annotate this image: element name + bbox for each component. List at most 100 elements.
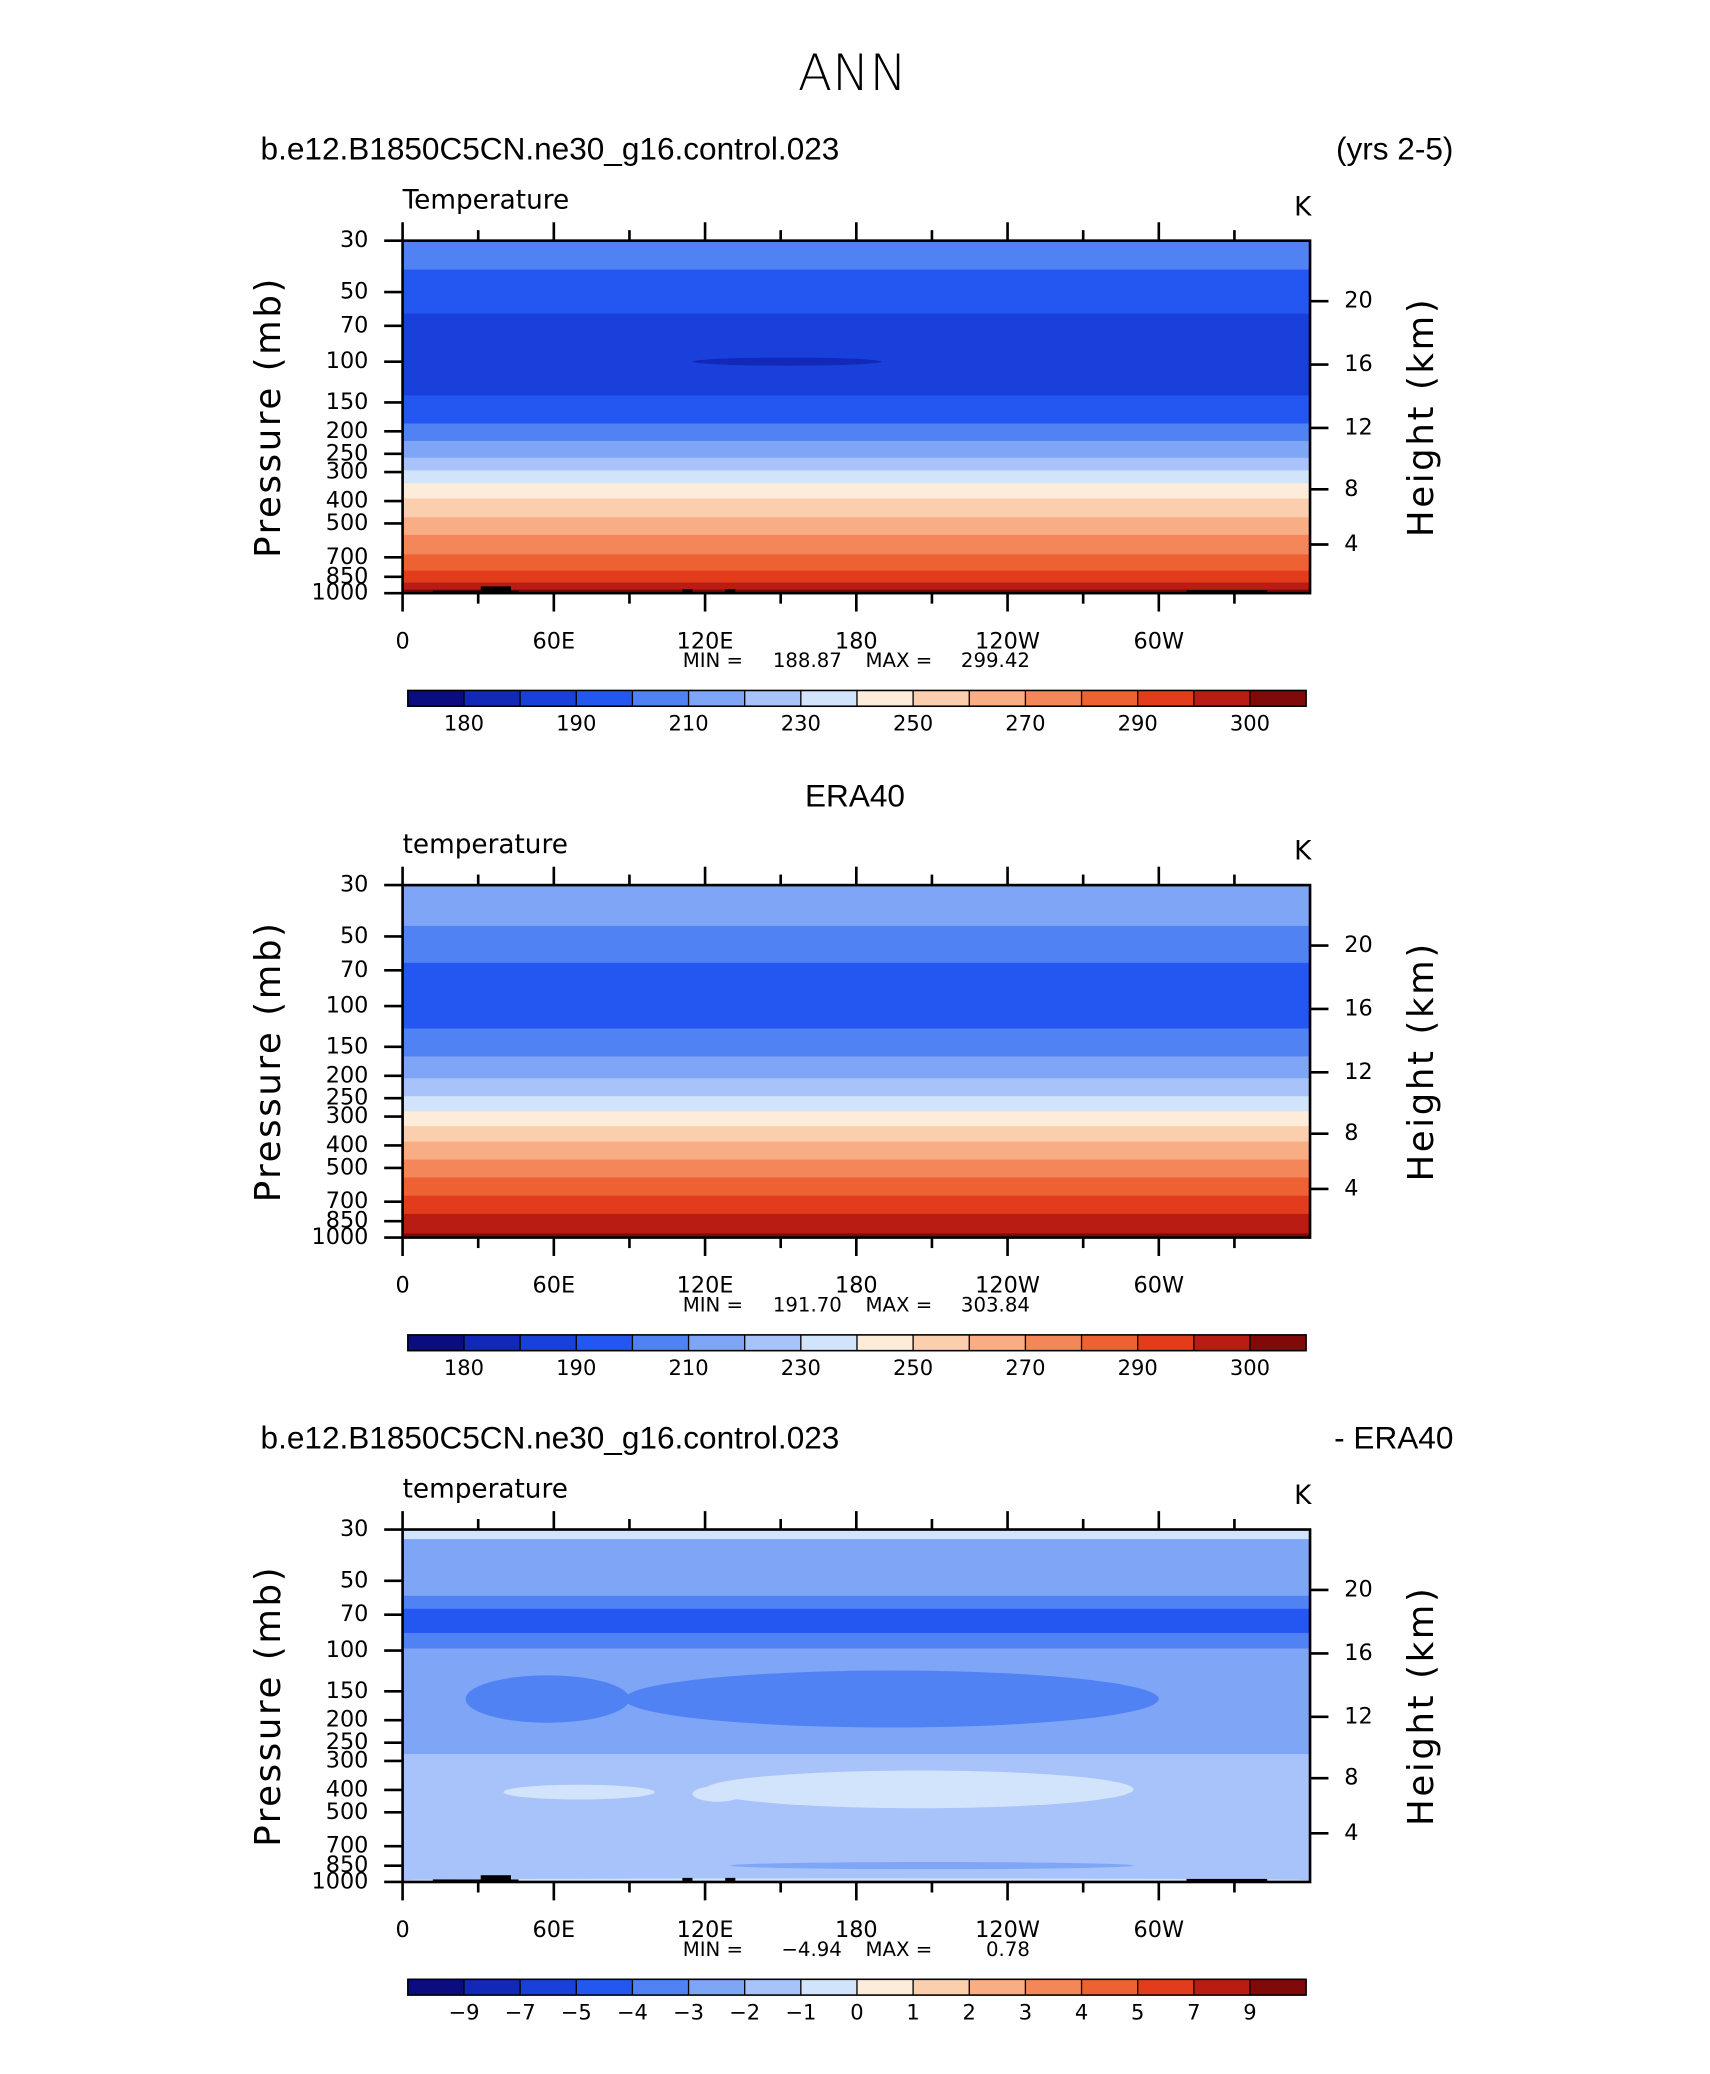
colorbar-label: 5 bbox=[1131, 2000, 1144, 2025]
colorbar-box bbox=[463, 1334, 521, 1351]
min-label: MIN = bbox=[683, 1293, 743, 1316]
colorbar-box bbox=[463, 690, 521, 707]
min-label: MIN = bbox=[683, 649, 743, 672]
contour-band bbox=[402, 1141, 1311, 1161]
colorbar-label: 0 bbox=[850, 2000, 863, 2025]
subtitle: temperature bbox=[403, 1475, 568, 1505]
panel-title: b.e12.B1850C5CN.ne30_g16.control.023 bbox=[261, 1419, 840, 1455]
contour-band bbox=[402, 240, 1311, 271]
contour-fill bbox=[402, 1529, 1311, 1882]
y-tick-label: 1000 bbox=[312, 1868, 369, 1894]
topography bbox=[480, 1875, 511, 1882]
x-tick-label: 0 bbox=[395, 628, 409, 654]
y-tick-label: 1000 bbox=[312, 1224, 369, 1250]
y2-tick-label: 16 bbox=[1344, 351, 1372, 377]
contour-band bbox=[402, 517, 1311, 536]
panel-title: b.e12.B1850C5CN.ne30_g16.control.023 bbox=[261, 131, 840, 167]
colorbar-box bbox=[1025, 1334, 1082, 1351]
contour-band bbox=[402, 1096, 1311, 1113]
colorbar-frame bbox=[407, 1978, 1307, 1996]
colorbar-frame bbox=[407, 1334, 1307, 1352]
contour-band bbox=[402, 313, 1311, 397]
units: K bbox=[1294, 192, 1312, 222]
y-tick-label: 300 bbox=[326, 1747, 369, 1773]
y-tick-label: 400 bbox=[326, 1132, 369, 1158]
colorbar-box bbox=[800, 1334, 858, 1351]
colorbar-box bbox=[856, 1979, 914, 1996]
contour-band bbox=[402, 534, 1311, 556]
x-tick-label: 180 bbox=[835, 1917, 878, 1943]
colorbar-box bbox=[463, 1979, 521, 1996]
units: K bbox=[1294, 837, 1312, 867]
y-tick-label: 250 bbox=[326, 1729, 369, 1755]
x-tick-label: 120E bbox=[677, 1273, 734, 1299]
y-tick-label: 700 bbox=[326, 544, 369, 570]
x-tick-label: 120W bbox=[975, 1917, 1040, 1943]
contour-fill bbox=[402, 240, 1311, 594]
topography bbox=[1186, 590, 1268, 594]
topography bbox=[725, 589, 736, 594]
colorbar-box bbox=[520, 690, 577, 707]
y-tick-label: 200 bbox=[326, 1707, 369, 1733]
y2-tick-label: 4 bbox=[1344, 1175, 1358, 1201]
y-tick-label: 500 bbox=[326, 1154, 369, 1180]
y-tick-label: 30 bbox=[340, 1516, 368, 1542]
topography bbox=[682, 589, 693, 594]
colorbar-label: 210 bbox=[668, 1355, 708, 1380]
y-tick-label: 150 bbox=[326, 1678, 369, 1704]
colorbar-label: 270 bbox=[1005, 1355, 1045, 1380]
colorbar-box bbox=[1137, 690, 1195, 707]
colorbar-label: 300 bbox=[1230, 1355, 1270, 1380]
colorbar-box bbox=[576, 1334, 633, 1351]
y-tick-label: 200 bbox=[326, 418, 369, 444]
panel: ERA40 temperature K Pressure (mb) Height (km… bbox=[248, 778, 1442, 1380]
colorbar-label: 180 bbox=[444, 1355, 484, 1380]
contour-band bbox=[402, 423, 1311, 442]
contour-band bbox=[402, 1028, 1311, 1058]
colorbar-label: −7 bbox=[505, 2000, 536, 2025]
contour-band bbox=[402, 1126, 1311, 1143]
colorbar-box bbox=[407, 1979, 465, 1996]
colorbar-box bbox=[407, 690, 465, 707]
colorbar-label: −9 bbox=[448, 2000, 479, 2025]
colorbar-box bbox=[1025, 690, 1082, 707]
topography bbox=[682, 1877, 693, 1882]
min-value: 191.70 bbox=[773, 1293, 842, 1316]
contour-band bbox=[402, 1078, 1311, 1097]
y2-tick-label: 12 bbox=[1344, 414, 1372, 440]
y-axis-label: Pressure (mb) bbox=[248, 276, 289, 558]
y2-tick-label: 16 bbox=[1344, 1640, 1372, 1666]
colorbar-box bbox=[856, 690, 914, 707]
contour-band bbox=[402, 440, 1311, 459]
x-tick-label: 120W bbox=[975, 1273, 1040, 1299]
colorbar-box bbox=[1249, 1979, 1307, 1996]
contour-band bbox=[402, 1159, 1311, 1179]
min-value: 188.87 bbox=[773, 649, 842, 672]
y-tick-label: 850 bbox=[326, 1852, 369, 1878]
units: K bbox=[1294, 1481, 1312, 1511]
colorbar-label: 180 bbox=[444, 711, 484, 736]
colorbar-label: 230 bbox=[781, 711, 821, 736]
colorbar-box bbox=[632, 1979, 689, 1996]
colorbar-box bbox=[744, 690, 802, 707]
x-tick-label: 120E bbox=[677, 1917, 734, 1943]
colorbar-label: −2 bbox=[729, 2000, 760, 2025]
y-axis-label: Pressure (mb) bbox=[248, 1565, 289, 1847]
x-tick-label: 120E bbox=[677, 628, 734, 654]
x-tick-label: 60E bbox=[533, 1273, 576, 1299]
colorbar-box bbox=[688, 1979, 746, 1996]
colorbar-label: −3 bbox=[673, 2000, 704, 2025]
contour-patch bbox=[624, 1670, 1159, 1728]
topography bbox=[1186, 1878, 1268, 1882]
contour-band bbox=[402, 1595, 1311, 1610]
y-tick-label: 850 bbox=[326, 1208, 369, 1234]
y-tick-label: 30 bbox=[340, 872, 368, 898]
x-tick-label: 180 bbox=[835, 1273, 878, 1299]
contour-patch bbox=[705, 1770, 1134, 1809]
y-tick-label: 500 bbox=[326, 510, 369, 536]
contour-band bbox=[402, 589, 1311, 594]
panel: b.e12.B1850C5CN.ne30_g16.control.023 (yrs… bbox=[248, 131, 1454, 736]
max-label: MAX = bbox=[866, 1293, 933, 1316]
contour-band bbox=[402, 1213, 1311, 1226]
